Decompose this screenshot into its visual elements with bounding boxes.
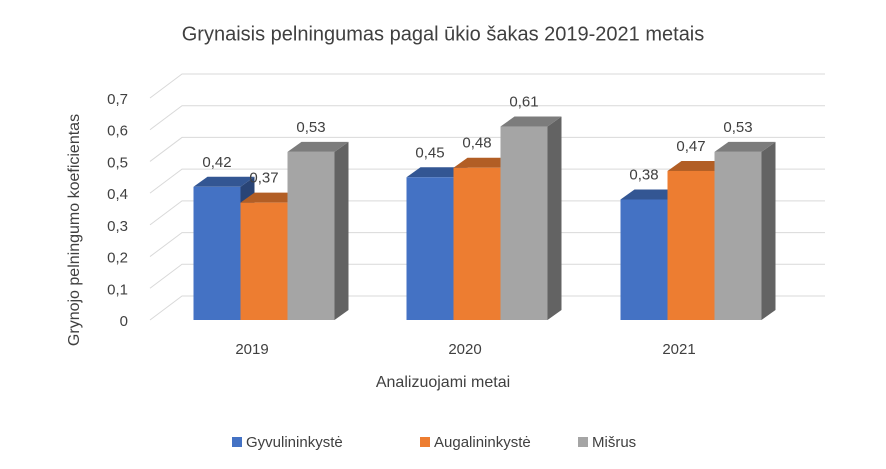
data-label: 0,45 [415, 144, 444, 161]
grid-line [149, 295, 825, 321]
y-tick-label: 0,6 [107, 123, 128, 140]
bar-top [193, 176, 255, 187]
bar-top [453, 157, 515, 168]
grid-line [149, 136, 825, 162]
x-axis-title: Analizuojami metai [376, 374, 510, 391]
legend-label: Mišrus [592, 434, 636, 451]
x-tick-label: 2019 [235, 341, 268, 358]
y-tick-label: 0,2 [107, 250, 128, 267]
grid-line [149, 168, 825, 194]
bar [406, 177, 454, 320]
bar-side [761, 141, 776, 320]
data-label: 0,38 [629, 166, 658, 183]
data-label: 0,61 [509, 94, 538, 111]
y-tick-label: 0,4 [107, 186, 128, 203]
grid-line [149, 263, 825, 289]
legend-label: Augalininkystė [434, 434, 531, 451]
x-tick-label: 2020 [448, 341, 481, 358]
y-tick-label: 0,7 [107, 91, 128, 108]
bar-side [547, 116, 562, 321]
data-label: 0,47 [676, 138, 705, 155]
data-label: 0,48 [462, 135, 491, 152]
bar [620, 199, 668, 320]
legend-swatch [578, 437, 588, 447]
y-tick-label: 0,3 [107, 218, 128, 235]
data-label: 0,53 [296, 119, 325, 136]
bar-side [334, 141, 349, 320]
grid-line [149, 200, 825, 226]
y-tick-label: 0 [120, 313, 128, 330]
bar [287, 151, 335, 320]
data-label: 0,37 [249, 170, 278, 187]
grid-line [149, 232, 825, 257]
chart-title: Grynaisis pelningumas pagal ūkio šakas 2… [182, 23, 705, 45]
bar-top [667, 160, 729, 171]
bar [193, 186, 241, 320]
legend-swatch [420, 437, 430, 447]
grid-line [149, 105, 825, 131]
bar-top [240, 192, 302, 203]
data-label: 0,42 [202, 154, 231, 171]
x-tick-label: 2021 [662, 341, 695, 358]
bar [500, 126, 548, 321]
bar-top [500, 116, 562, 127]
legend-swatch [232, 437, 242, 447]
bar-top [714, 141, 776, 152]
y-axis-title: Grynojo pelningumo koeficientas [66, 114, 83, 346]
bar [240, 202, 288, 320]
bar [453, 167, 501, 320]
bar [667, 170, 715, 320]
bar-top [287, 141, 349, 152]
y-tick-label: 0,5 [107, 154, 128, 171]
bar-top [406, 167, 468, 178]
legend-label: Gyvulininkystė [246, 434, 343, 451]
data-label: 0,53 [723, 119, 752, 136]
y-tick-label: 0,1 [107, 281, 128, 298]
grid-line [149, 73, 825, 99]
bar-top [620, 189, 682, 200]
bar [714, 151, 762, 320]
